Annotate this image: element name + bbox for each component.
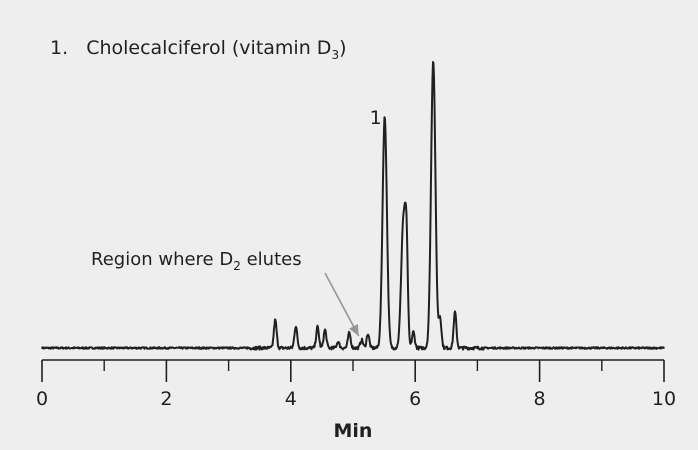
x-tick-label: 0 (36, 388, 48, 410)
x-axis-label: Min (334, 420, 373, 442)
annotation-suffix: elutes (241, 249, 302, 270)
arrow-head-icon (349, 323, 359, 336)
x-tick-label: 2 (160, 388, 172, 410)
annotation-d2-region: Region where D2 elutes (91, 249, 302, 273)
arrow-shaft (324, 272, 360, 337)
legend-number: 1. (50, 37, 68, 59)
chromatogram-trace (41, 61, 665, 351)
x-tick-label: 6 (409, 388, 421, 410)
annotation-arrow (324, 272, 360, 337)
peak-label-1: 1 (370, 107, 382, 129)
x-tick-label: 8 (534, 388, 546, 410)
legend-subscript: 3 (331, 48, 339, 62)
x-tick-label: 10 (652, 388, 676, 410)
legend-entry-1: 1. Cholecalciferol (vitamin D3) (50, 37, 347, 62)
annotation-text: Region where D (91, 249, 233, 270)
legend-name: Cholecalciferol (vitamin D (86, 37, 331, 59)
legend-suffix: ) (339, 37, 346, 59)
annotation-subscript: 2 (233, 259, 241, 273)
x-axis: 0 2 4 6 8 10 (36, 359, 676, 410)
x-tick-label: 4 (285, 388, 297, 410)
